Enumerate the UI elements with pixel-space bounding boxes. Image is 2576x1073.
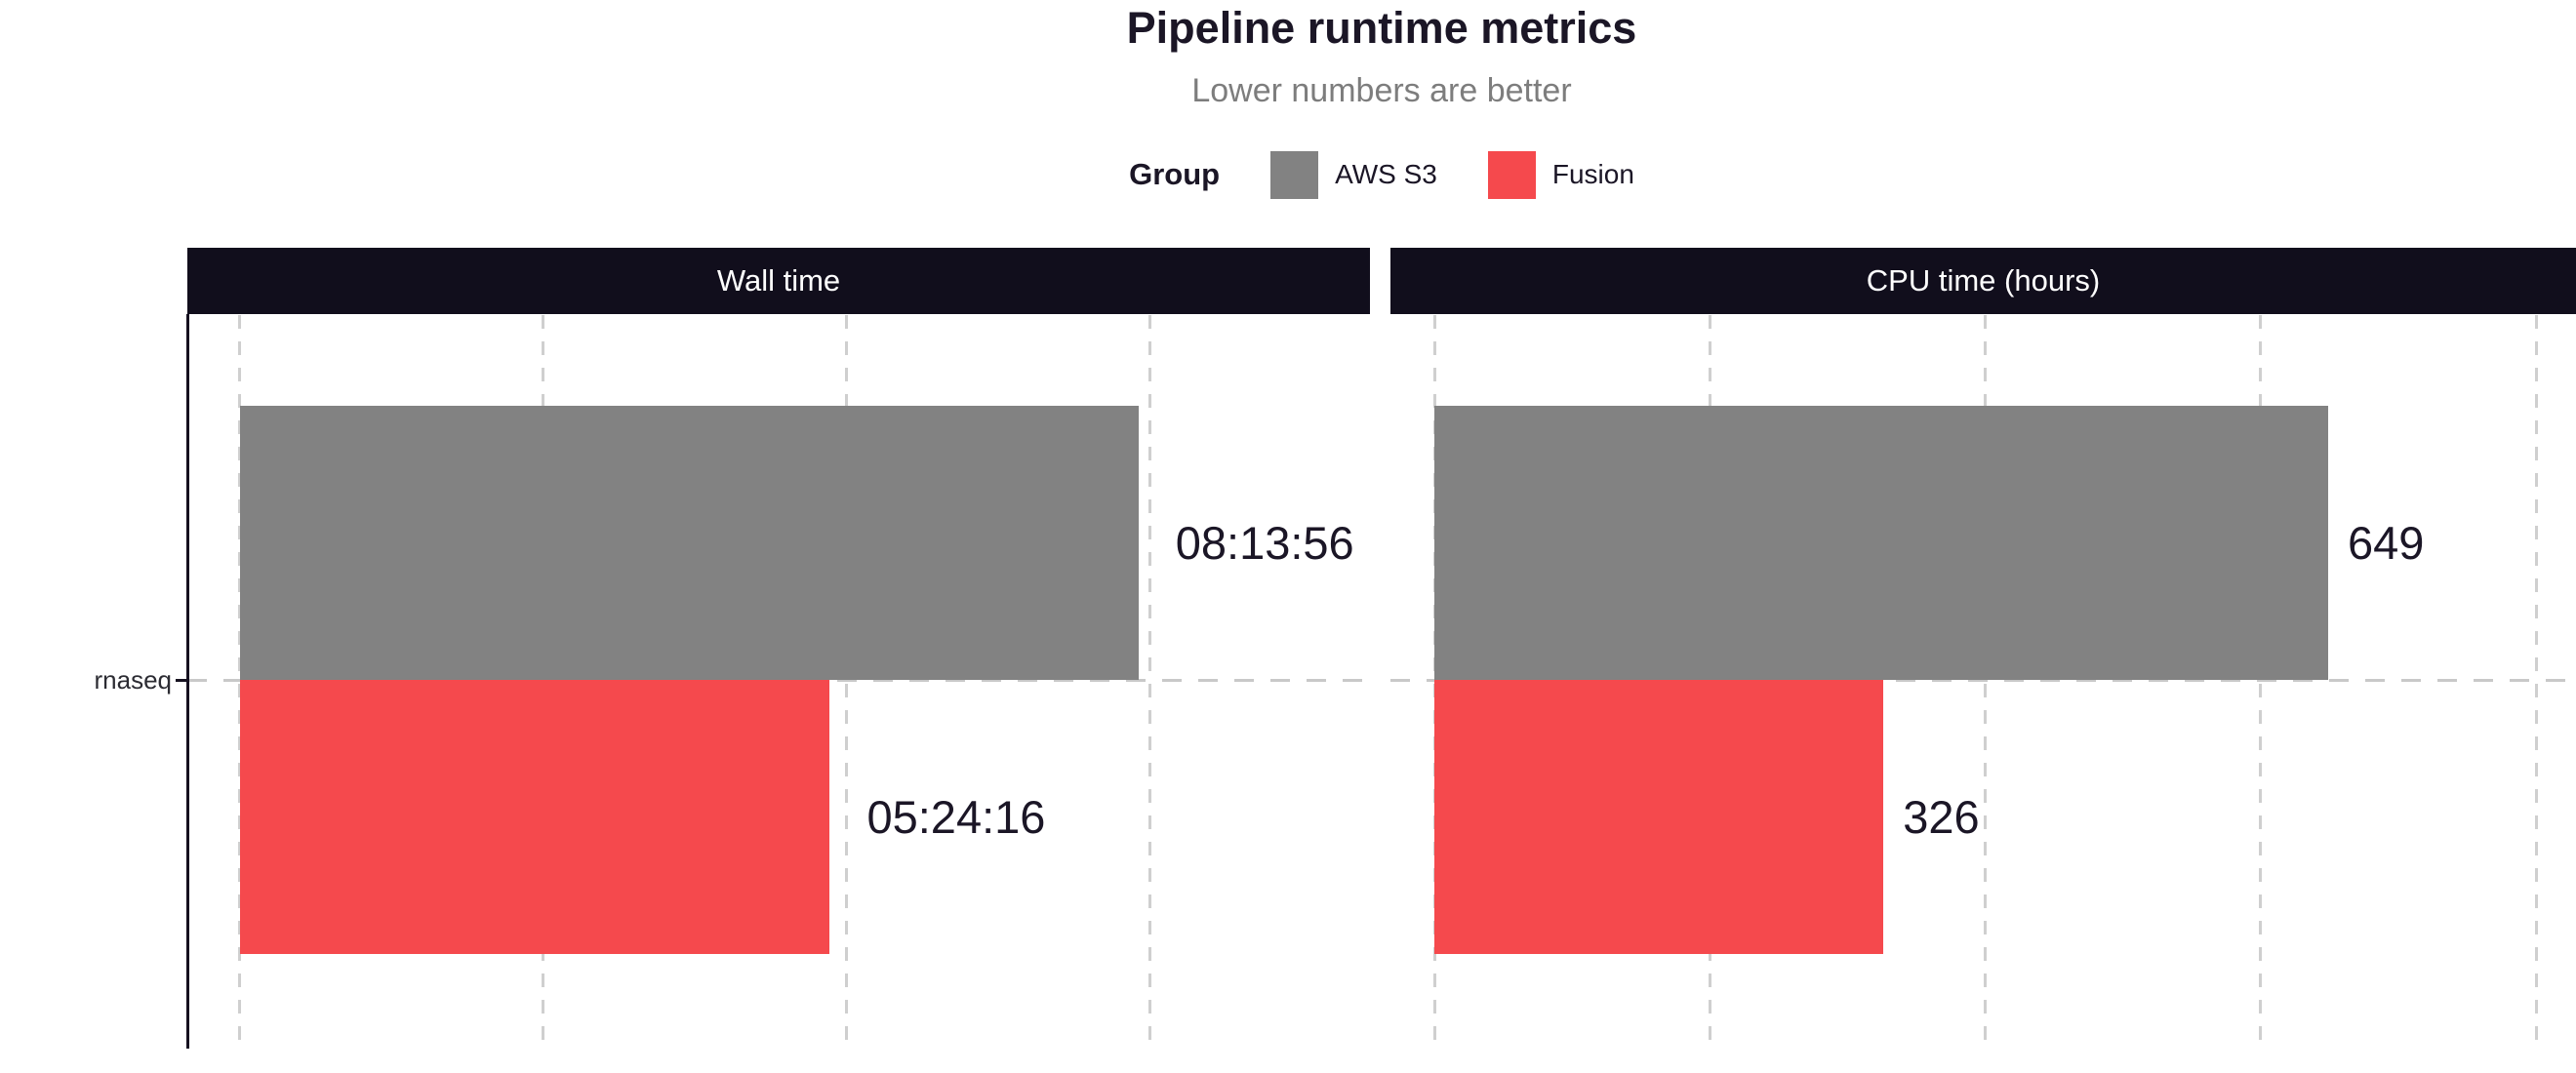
legend-label: Fusion [1551,159,1634,189]
bar-aws-s3 [1434,406,2328,680]
gridline-vertical [1984,315,1988,1049]
bar-value-label: 05:24:16 [866,791,1046,843]
legend-item-aws-s3: AWS S3 [1270,150,1437,199]
legend-title: Group [1129,157,1221,191]
gridline-vertical [844,315,848,1049]
bar-fusion [1434,680,1884,954]
legend-items: AWS S3 Fusion [1270,150,1634,199]
gridline-vertical [1147,315,1151,1049]
y-axis-label: rnaseq [94,664,173,695]
bar-fusion [239,680,830,954]
facet-strip-label: CPU time (hours) [1866,263,2101,298]
legend-label: AWS S3 [1335,159,1437,189]
gridline-category [1390,678,2576,682]
gridline-vertical [2534,315,2538,1049]
y-axis-line [186,314,189,1049]
facet-strip-cpu-time: CPU time (hours) [1390,248,2576,314]
bar-value-label: 08:13:56 [1175,517,1354,569]
facet-strip-wall-time: Wall time [187,248,1370,314]
legend-item-fusion: Fusion [1487,150,1634,199]
legend: Group AWS S3 Fusion [187,146,2576,203]
bar-value-label: 326 [1903,791,1980,843]
gridline-vertical [2259,315,2263,1049]
bar-aws-s3 [239,406,1139,680]
chart-title: Pipeline runtime metrics [1126,3,1637,53]
facet-strip-label: Wall time [716,263,841,298]
chart-subtitle: Lower numbers are better [1191,71,1572,109]
bar-value-label: 649 [2347,517,2425,569]
legend-swatch [1270,150,1319,199]
legend-swatch [1487,150,1536,199]
y-axis-tick [176,679,187,682]
